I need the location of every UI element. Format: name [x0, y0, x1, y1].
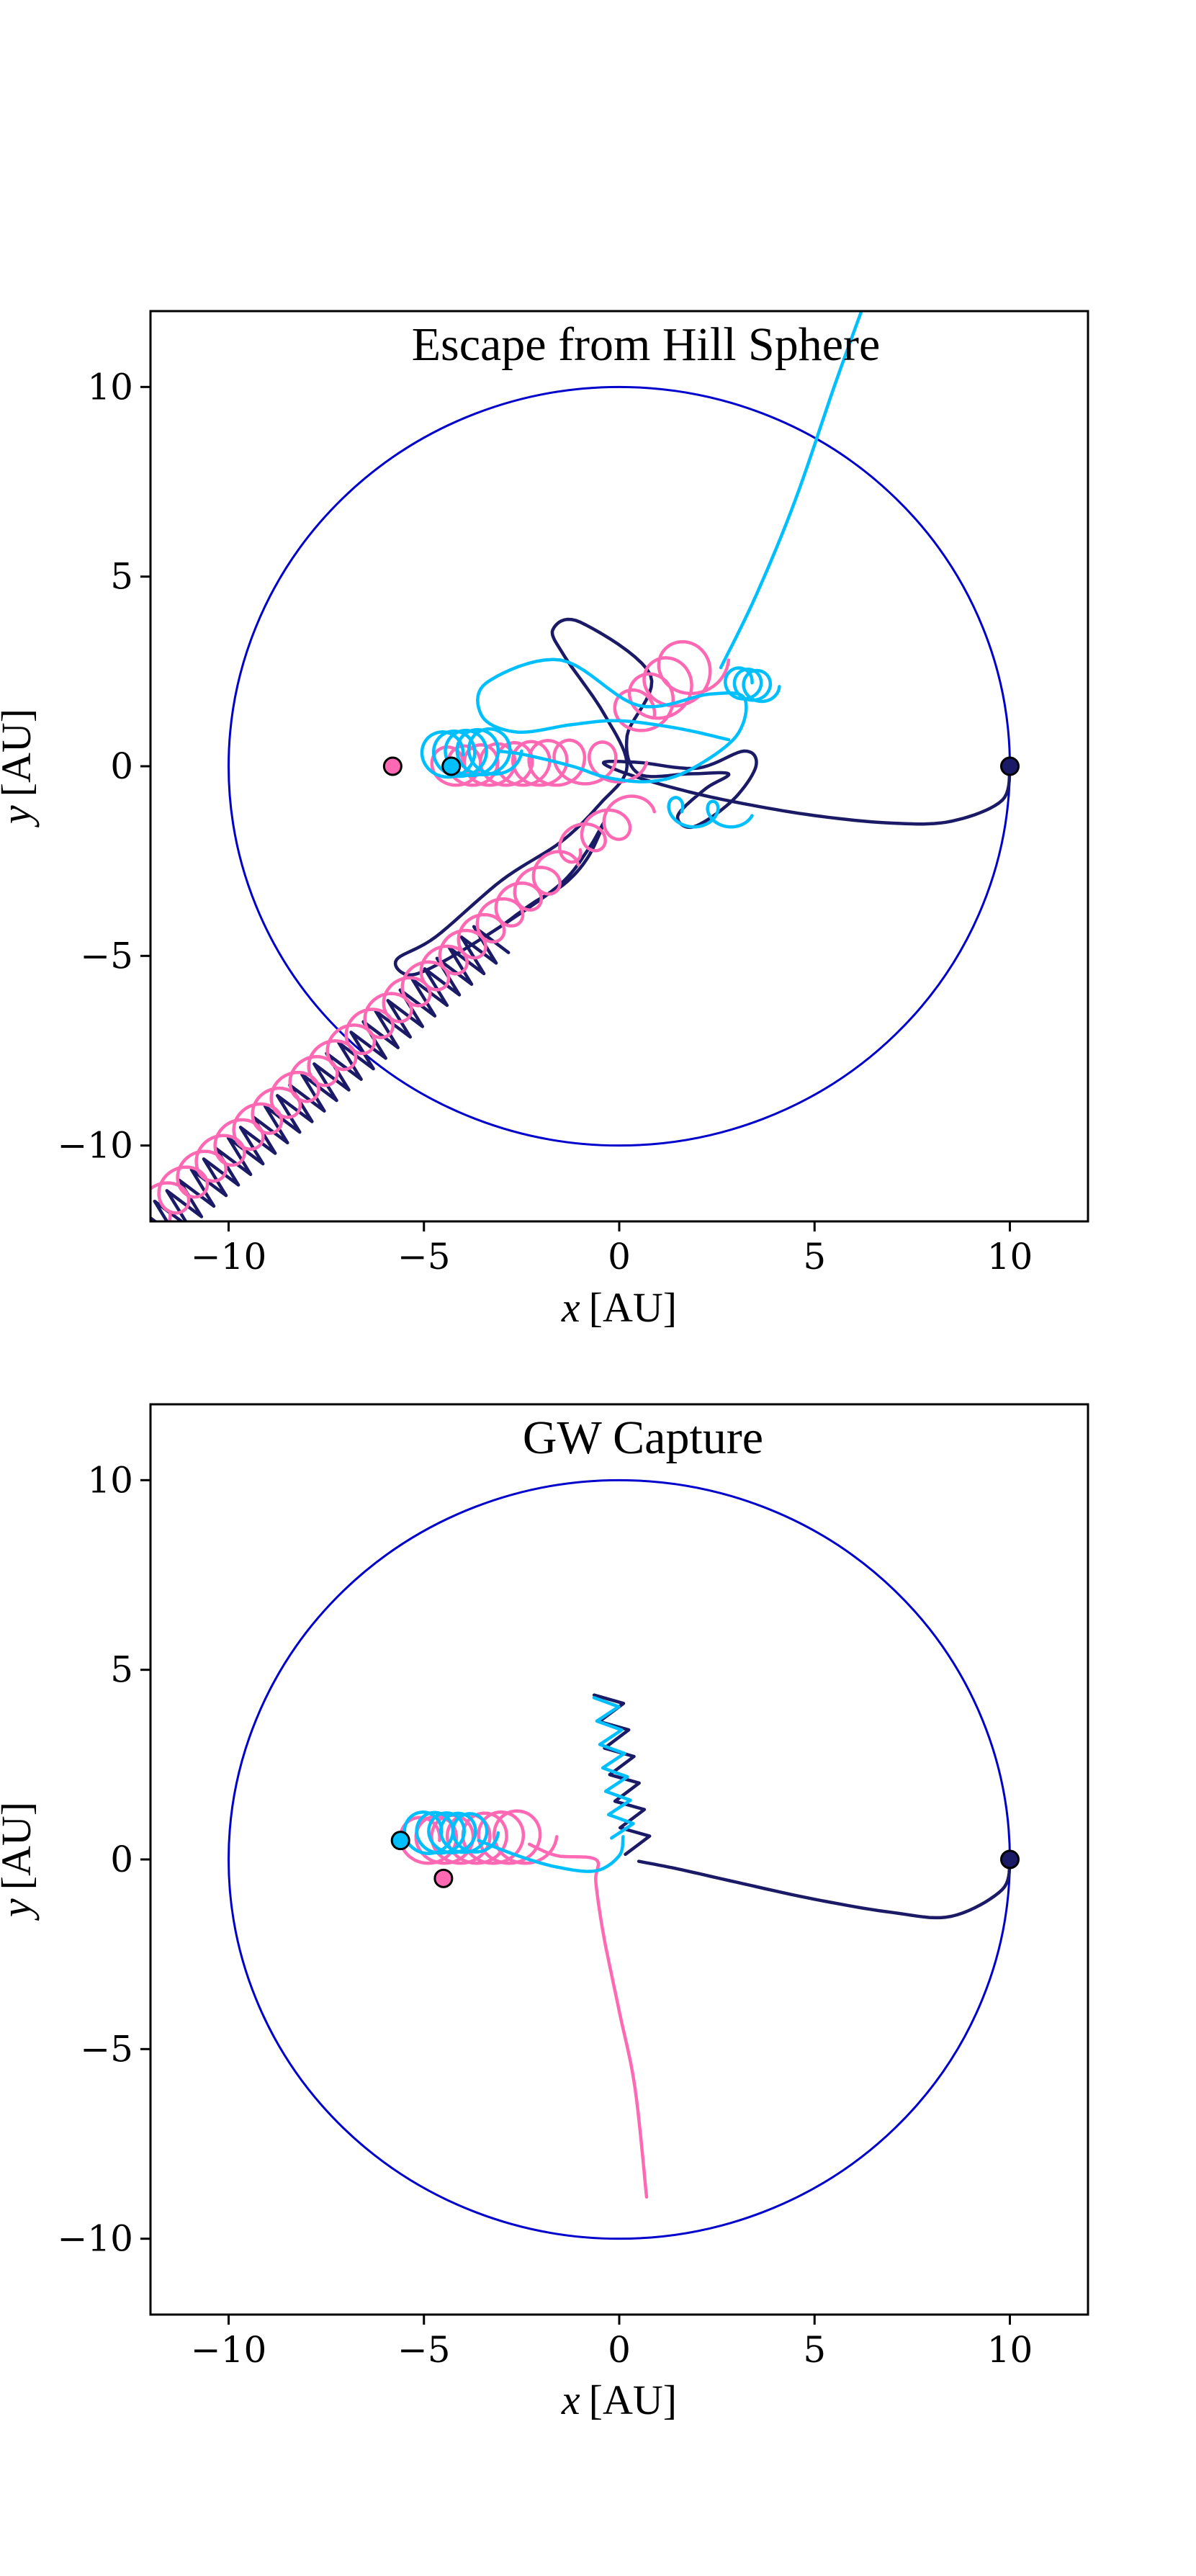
x-axis-unit-gw-capture: [AU] — [589, 2377, 677, 2423]
y-axis-var-gw-capture: y — [0, 1898, 40, 1921]
trajectory-1-segment-1 — [393, 617, 1012, 977]
trajectory-3-start-marker — [441, 756, 462, 776]
y-axis-unit-gw-capture: [AU] — [0, 1802, 40, 1890]
y-tick-label: 5 — [110, 556, 133, 598]
x-tick-label: 5 — [803, 1236, 826, 1278]
panel-title-gw-capture: GW Capture — [523, 1412, 763, 1464]
trajectory-3-segment-4 — [724, 666, 781, 704]
y-tick-label: 10 — [87, 366, 133, 408]
y-tick-label: −10 — [57, 1125, 133, 1167]
ticks-escape: −10 −5 0 5 10 −10 −5 0 5 10 — [57, 366, 1033, 1278]
x-tick-label: 10 — [987, 2329, 1033, 2371]
y-tick-label: −5 — [80, 935, 133, 977]
x-axis-label-gw-capture: x [AU] — [561, 2377, 677, 2423]
trajectory-3-segment-5 — [719, 311, 863, 670]
trajectory-3-segment-2 — [477, 1835, 625, 1873]
panel-title-escape: Escape from Hill Sphere — [412, 318, 881, 371]
axes-frame-gw-capture — [149, 1403, 1089, 2316]
x-tick-label: −10 — [191, 2329, 267, 2371]
trajectory-1-segment-1 — [637, 1857, 1012, 1920]
x-tick-label: −5 — [397, 2329, 451, 2371]
trajectory-1-start-marker — [1000, 1849, 1020, 1870]
trajectory-3-segment-3 — [592, 1696, 635, 1840]
y-tick-label: 10 — [87, 1459, 133, 1501]
x-tick-label: −5 — [397, 1236, 451, 1278]
trajectory-2-segment-5 — [150, 850, 580, 1221]
y-axis-unit-escape: [AU] — [0, 709, 40, 796]
x-axis-unit-escape: [AU] — [589, 1284, 677, 1331]
x-axis-label-escape: x [AU] — [561, 1284, 677, 1331]
trajectory-2-segment-1 — [398, 1809, 559, 1865]
trajectory-2-segment-4 — [557, 794, 657, 864]
y-axis-label-gw-capture: y [AU] — [0, 1802, 40, 1921]
x-tick-label: 0 — [608, 1236, 631, 1278]
x-axis-var-escape: x — [561, 1284, 580, 1331]
y-tick-label: 0 — [110, 1839, 133, 1880]
x-tick-label: −10 — [191, 1236, 267, 1278]
trajectory-2-segment-2 — [527, 1842, 649, 2199]
plot-area-escape — [150, 311, 1020, 1221]
trajectory-2-segment-2 — [552, 738, 649, 786]
trajectory-2-segment-3 — [613, 639, 731, 732]
y-tick-label: 5 — [110, 1649, 133, 1691]
trajectory-1-start-marker — [1000, 756, 1020, 776]
trajectory-3-segment-3 — [667, 796, 754, 829]
y-axis-var-escape: y — [0, 805, 40, 827]
hill-sphere-circle — [228, 1478, 1011, 2240]
plot-area-gw-capture — [228, 1478, 1020, 2240]
trajectory-3-segment-1 — [420, 727, 523, 779]
ticks-gw-capture: −10 −5 0 5 10 −10 −5 0 5 10 — [57, 1459, 1033, 2371]
x-tick-label: 5 — [803, 2329, 826, 2371]
y-axis-label-escape: y [AU] — [0, 709, 40, 827]
trajectory-2-start-marker — [433, 1868, 454, 1888]
panel-escape: −10 −5 0 5 10 −10 −5 0 5 10 Escape from Hill Sphe… — [0, 310, 1089, 1331]
y-tick-label: 0 — [110, 745, 133, 787]
trajectory-3-segment-1 — [403, 1810, 500, 1855]
x-axis-var-gw-capture: x — [561, 2377, 580, 2423]
x-tick-label: 0 — [608, 2329, 631, 2371]
trajectory-2-start-marker — [382, 756, 403, 776]
trajectory-3-segment-2 — [476, 658, 748, 784]
x-tick-label: 10 — [987, 1236, 1033, 1278]
y-tick-label: −10 — [57, 2218, 133, 2260]
y-tick-label: −5 — [80, 2028, 133, 2070]
trajectory-3-start-marker — [390, 1831, 410, 1851]
